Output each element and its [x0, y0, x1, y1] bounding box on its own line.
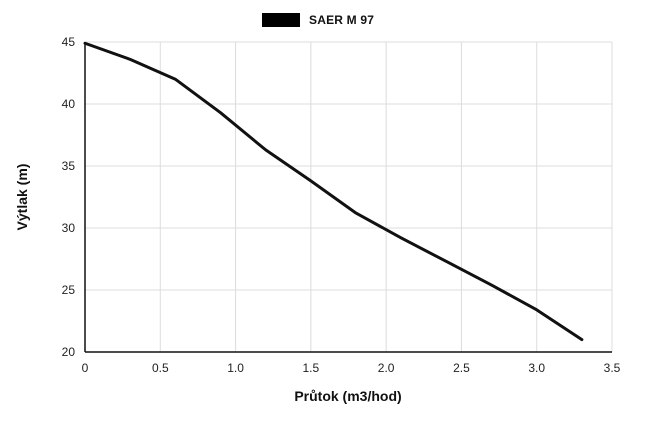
x-tick-label: 2.0 — [378, 361, 395, 375]
x-tick-label: 3.0 — [528, 361, 545, 375]
x-tick-label: 1.0 — [227, 361, 244, 375]
x-tick-label: 1.5 — [303, 361, 320, 375]
legend: SAER M 97 — [262, 13, 374, 27]
series-line-saer-m-97 — [83, 41, 584, 342]
y-tick-label: 25 — [62, 283, 76, 297]
y-tick-label: 30 — [62, 221, 76, 235]
x-tick-label: 2.5 — [453, 361, 470, 375]
y-tick-label: 35 — [62, 159, 76, 173]
y-tick-label: 40 — [62, 97, 76, 111]
x-tick-label: 3.5 — [604, 361, 621, 375]
x-axis-title: Průtok (m3/hod) — [294, 388, 402, 404]
legend-label: SAER M 97 — [309, 13, 375, 27]
x-tick-label: 0.5 — [152, 361, 169, 375]
x-tick-label: 0 — [82, 361, 89, 375]
y-tick-label: 45 — [62, 35, 76, 49]
y-tick-label: 20 — [62, 345, 76, 359]
legend-swatch — [262, 13, 300, 27]
